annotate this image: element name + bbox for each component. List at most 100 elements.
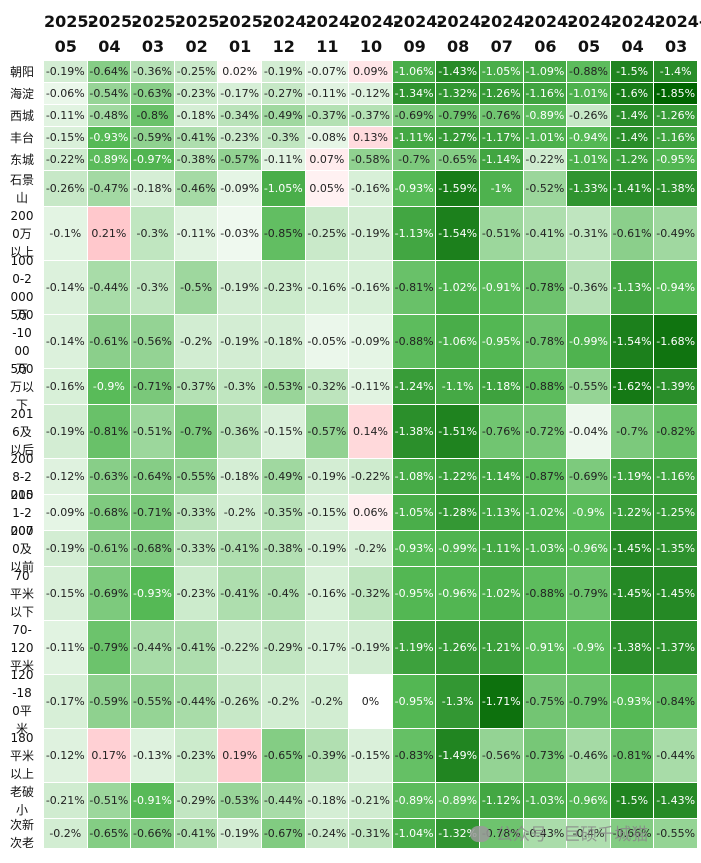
column-header-month: 03 [665,37,688,56]
column-header-year: 2024- [567,12,619,31]
heatmap-cell: -0.29% [262,621,306,675]
cell-value-label: -0.15% [263,425,303,438]
heatmap-cell: -0.39% [305,729,350,783]
row-label: 老破小 [0,783,44,819]
heatmap-cell: -0.56% [131,315,175,369]
cell-value-label: -0.53% [220,794,260,807]
heatmap-cell: -1.12% [480,783,524,819]
heatmap-cell: -0.11% [262,149,306,171]
cell-value-label: -1.38% [394,425,434,438]
heatmap-cell: -0.75% [523,675,568,729]
row-label-text: 2008-2015 [10,452,34,502]
cell-value-label: -0.79% [438,109,478,122]
cell-value-label: -0.59% [133,131,172,144]
column-header-month: 05 [54,37,77,56]
heatmap-cell: -0.22% [523,149,568,171]
heatmap-cell: -0.81% [610,729,655,783]
heatmap-cell: -0.97% [131,149,175,171]
heatmap-cell: -0.12% [44,459,88,495]
heatmap-cell: -0.68% [87,495,132,531]
cell-value-label: -0.96% [569,542,608,555]
heatmap-cell: -0.67% [262,819,306,849]
heatmap-cell: -0.11% [44,621,88,675]
cell-value-label: -0.14% [45,281,85,294]
heatmap-cell: -0.18% [305,783,350,819]
cell-value-label: -0.69% [89,587,129,600]
heatmap-cell: -0.1% [44,207,88,261]
cell-value-label: -0.65% [438,153,478,166]
heatmap-cell: -0.65% [262,729,306,783]
cell-value-label: -0.19% [351,641,390,654]
cell-value-label: -0.76% [481,425,521,438]
heatmap-cell: -1.45% [610,567,655,621]
cell-value-label: -0.36% [133,65,172,78]
cell-value-label: -0.55% [569,380,608,393]
cell-value-label: -1.16% [525,87,565,100]
column-header-month: 06 [534,37,557,56]
heatmap-cell: -0.23% [174,567,219,621]
cell-value-label: -0.79% [569,587,608,600]
cell-value-label: -1% [490,182,512,195]
cell-value-label: -0.41% [220,587,260,600]
heatmap-cell: -0.3% [131,207,175,261]
cell-value-label: -1.26% [481,87,521,100]
heatmap-cell: -1.45% [654,567,698,621]
heatmap-cell: -1.01% [567,83,611,105]
cell-value-label: -0.57% [220,153,260,166]
cell-value-label: -1.01% [569,87,608,100]
cell-value-label: -0.9% [572,641,605,654]
heatmap-cell: -1.22% [610,495,655,531]
cell-value-label: -0.61% [612,227,652,240]
heatmap-cell: -1.38% [392,405,437,459]
cell-value-label: -0.31% [351,827,390,840]
heatmap-cell: -1.01% [567,149,611,171]
cell-value-label: -1.6% [616,87,649,100]
column-header-year: 2025- [218,12,270,31]
cell-value-label: -0.3% [223,380,256,393]
cell-value-label: -1.26% [656,109,696,122]
cell-value-label: -0.16% [351,281,390,294]
heatmap-cell: -1.01% [523,127,568,149]
heatmap-cell: -0.71% [131,495,175,531]
cell-value-label: -1.01% [569,153,608,166]
heatmap-cell: -0.49% [654,207,698,261]
cell-value-label: -0.46% [176,182,216,195]
heatmap-cell: -0.35% [262,495,306,531]
cell-value-label: -0.2% [310,695,343,708]
heatmap-cell: -1.45% [610,531,655,567]
heatmap-cell: -1.05% [480,61,524,83]
cell-value-label: -0.03% [220,227,260,240]
heatmap-cell: -0.25% [305,207,350,261]
heatmap-cell: -0.09% [218,171,262,207]
heatmap-cell: -0.19% [44,405,88,459]
cell-value-label: -1.04% [394,827,434,840]
cell-value-label: -0.44% [89,281,129,294]
heatmap-cell: -0.88% [392,315,437,369]
heatmap-cell: -1.32% [436,819,480,849]
cell-value-label: -1.37% [656,641,696,654]
heatmap-cell: -0.87% [523,459,568,495]
cell-value-label: -0.56% [133,335,172,348]
heatmap-cell: -0.18% [174,105,219,127]
heatmap-cell: -0.22% [218,621,262,675]
cell-value-label: -0.96% [569,794,608,807]
heatmap-cell: -0.78% [523,261,568,315]
cell-value-label: -0.16% [307,587,347,600]
row-label-text: 70-120平米 [9,623,34,673]
cell-value-label: -1.22% [612,506,652,519]
heatmap-cell: -0.76% [480,405,524,459]
column-header-month: 01 [229,37,252,56]
cell-value-label: -0.93% [394,182,434,195]
column-header-year: 2025- [44,12,96,31]
heatmap-cell: -0.16% [305,261,350,315]
heatmap-cell: -0.19% [262,61,306,83]
heatmap-cell: -0.41% [174,819,219,849]
heatmap-cell: -0.69% [567,459,611,495]
heatmap-cell: -0.81% [392,261,437,315]
heatmap-cell: -0.2% [262,675,306,729]
heatmap-cell: -0.89% [392,783,437,819]
cell-value-label: -0.11% [351,380,390,393]
row-label: 2000万以上 [0,207,44,261]
heatmap-cell: -0.85% [262,207,306,261]
